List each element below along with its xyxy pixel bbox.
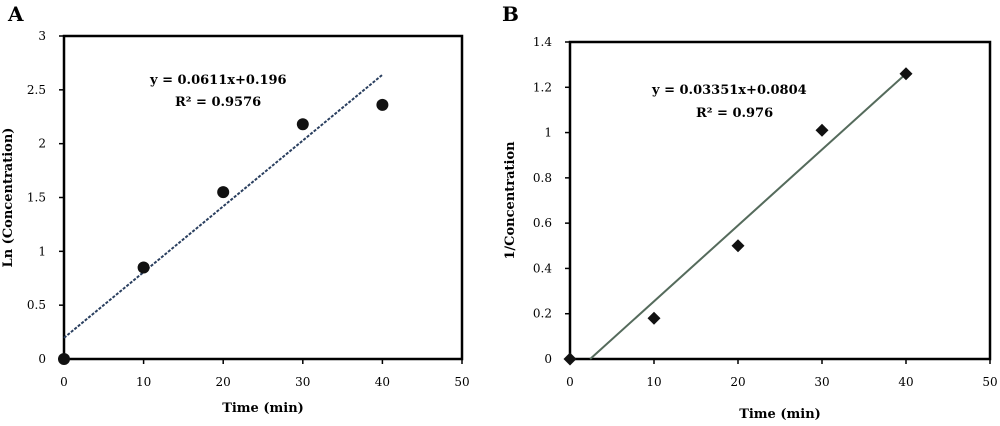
chart-panel-b: B 0 0.2 0.4 0.6 0.8 1 1.2 1.4 0 10 20 30 40 50 Time (m… [500, 0, 1000, 426]
chart-b-r-squared-label: R² = 0.976 [696, 106, 773, 121]
chart-a-x-tick-label: 40 [375, 375, 390, 389]
chart-b-data-point [899, 67, 913, 81]
chart-b-y-tick-label: 0.8 [533, 171, 552, 185]
chart-a-y-tick-label: 1.5 [27, 191, 46, 205]
chart-a-y-tick-label: 0 [38, 352, 46, 366]
chart-a-equation-label: y = 0.0611x+0.196 [149, 73, 287, 88]
chart-b-x-tick-label: 10 [646, 375, 661, 389]
chart-b-y-tick-label: 0 [544, 352, 552, 366]
chart-a-y-tick-label: 3 [38, 29, 46, 43]
chart-a-data-point [58, 353, 70, 365]
chart-b-data-point [647, 311, 661, 325]
panel-label-b: B [502, 2, 519, 26]
chart-a-y-tick-label: 2.5 [27, 83, 46, 97]
chart-b-x-tick-label: 0 [566, 375, 574, 389]
chart-b-plot-frame [568, 40, 992, 361]
chart-b-y-tick-label: 1 [544, 126, 552, 140]
chart-a-y-tick-label: 0.5 [27, 298, 46, 312]
chart-b-x-axis-title: Time (min) [739, 407, 821, 422]
chart-b-y-tick-label: 1.2 [533, 80, 552, 94]
chart-panel-a: A 0 0.5 1 1.5 2 2.5 3 0 10 20 30 40 50 Time (min) Ln (… [1, 2, 470, 416]
chart-b-y-axis-title: 1/Concentration [503, 141, 518, 260]
chart-a-x-tick-label: 30 [295, 375, 310, 389]
chart-b-x-tick-label: 30 [814, 375, 829, 389]
chart-b-data-point [563, 352, 577, 366]
panel-label-a: A [8, 2, 24, 26]
chart-a-y-axis-title: Ln (Concentration) [1, 128, 16, 268]
chart-a-data-point [217, 186, 230, 199]
chart-b-data-point [731, 239, 745, 253]
chart-a-trendline [63, 73, 384, 339]
chart-a-x-axis-title: Time (min) [222, 401, 304, 416]
chart-b-trendline [589, 72, 907, 360]
chart-a-y-tick-label: 2 [38, 137, 46, 151]
chart-b-svg: 0 0.2 0.4 0.6 0.8 1 1.2 1.4 0 10 20 30 40 50 Time (min… [503, 35, 998, 422]
chart-b-equation-label: y = 0.03351x+0.0804 [651, 83, 807, 98]
chart-b-y-tick-label: 0.4 [533, 261, 552, 275]
chart-a-x-tick-label: 20 [216, 375, 231, 389]
chart-a-x-tick-label: 0 [60, 375, 68, 389]
chart-a-data-point [137, 261, 150, 274]
chart-a-x-tick-label: 50 [454, 375, 469, 389]
chart-b-x-tick-label: 20 [730, 375, 745, 389]
chart-a-x-tick-label: 10 [136, 375, 151, 389]
chart-a-data-point [376, 98, 389, 111]
chart-b-y-tick-label: 1.4 [533, 35, 552, 49]
chart-a-data-point [296, 118, 309, 131]
chart-b-y-tick-label: 0.6 [533, 216, 552, 230]
chart-a-y-tick-label: 1 [38, 244, 46, 258]
chart-a-r-squared-label: R² = 0.9576 [175, 95, 261, 110]
chart-b-x-tick-label: 50 [982, 375, 997, 389]
chart-b-x-tick-label: 40 [898, 375, 913, 389]
chart-b-data-point [815, 123, 829, 137]
chart-b-y-tick-label: 0.2 [533, 307, 552, 321]
